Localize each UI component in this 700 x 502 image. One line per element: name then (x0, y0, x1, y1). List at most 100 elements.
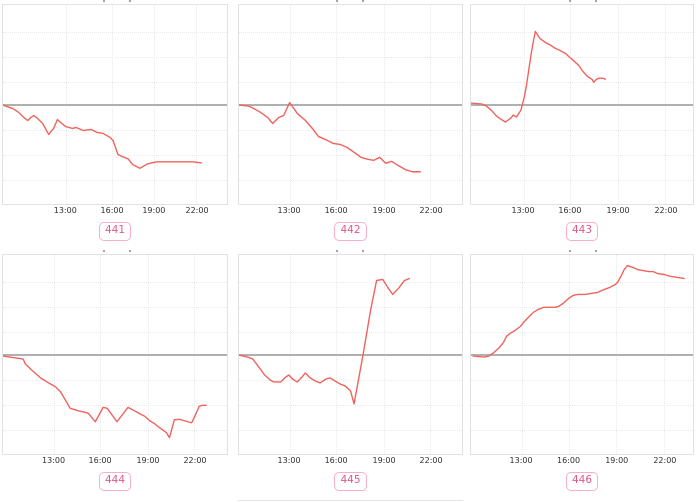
h-gridline (3, 154, 227, 156)
chart-number-badge[interactable]: 441 (98, 222, 132, 241)
badge-row: 446 (470, 468, 694, 502)
series-line (473, 266, 684, 358)
x-tick-label: 19:00 (372, 456, 396, 465)
chart-cell: 13:00 16:00 19:00 22:00 445 (233, 250, 466, 502)
x-tick-label: 13:00 (53, 206, 77, 215)
badge-row: 443 (470, 218, 694, 250)
x-tick-label: 22:00 (183, 456, 207, 465)
x-tick-label: 22:00 (419, 206, 443, 215)
clipped-chart-title (233, 0, 466, 4)
h-gridline (239, 179, 462, 181)
chart-number-badge[interactable]: 445 (334, 472, 367, 491)
x-tick-label: 13:00 (277, 206, 301, 215)
series-line (3, 105, 201, 168)
title-fragment-dots (102, 250, 105, 252)
h-gridline (471, 32, 693, 34)
x-tick-label: 19:00 (142, 206, 166, 215)
h-gridline (471, 179, 693, 181)
title-fragment-dots (102, 0, 105, 2)
chart-number-badge[interactable]: 446 (565, 472, 599, 491)
x-axis-labels: 13:00 16:00 19:00 22:00 (2, 455, 228, 468)
h-gridline (471, 154, 693, 156)
x-tick-label: 13:00 (277, 456, 301, 465)
x-axis-labels: 13:00 16:00 19:00 22:00 (470, 205, 694, 218)
x-tick-label: 22:00 (419, 456, 443, 465)
h-gridline (3, 379, 227, 381)
h-gridline (239, 429, 462, 431)
x-tick-label: 13:00 (41, 456, 66, 465)
h-gridline (471, 307, 693, 309)
chart-number-badge[interactable]: 443 (565, 222, 599, 241)
line-chart-svg (3, 255, 227, 454)
title-fragment-dots (569, 0, 571, 2)
zero-baseline (471, 104, 693, 107)
h-gridline (3, 332, 227, 334)
title-fragment-dots (335, 0, 338, 2)
h-gridline (3, 179, 227, 181)
chart-cell: 13:00 16:00 19:00 22:00 441 (0, 0, 233, 250)
series-line (3, 356, 206, 438)
chart-cell: 13:00 16:00 19:00 22:00 443 (466, 0, 700, 250)
h-gridline (3, 129, 227, 131)
zero-baseline (239, 104, 462, 107)
x-tick-label: 13:00 (511, 206, 535, 215)
h-gridline (471, 57, 693, 59)
plot-wrap: 13:00 16:00 19:00 22:00 446 (470, 254, 694, 502)
x-axis-labels: 13:00 16:00 19:00 22:00 (238, 205, 463, 218)
zero-baseline (239, 354, 462, 357)
h-gridline (3, 307, 227, 309)
clipped-chart-title (233, 250, 466, 254)
h-gridline (239, 282, 462, 284)
line-chart-svg (239, 5, 462, 204)
badge-row: 444 (2, 468, 228, 502)
h-gridline (239, 154, 462, 156)
line-chart-svg (471, 5, 693, 204)
chart-panel[interactable] (2, 4, 228, 205)
h-gridline (3, 32, 227, 34)
chart-panel[interactable] (470, 254, 694, 455)
clipped-chart-title (466, 0, 700, 4)
x-tick-label: 16:00 (88, 456, 112, 465)
h-gridline (239, 129, 462, 131)
h-gridline (3, 429, 227, 431)
x-tick-label: 16:00 (557, 456, 581, 465)
clipped-chart-title (466, 250, 700, 254)
h-gridline (239, 332, 462, 334)
clipped-chart-title (0, 250, 233, 254)
zero-baseline (3, 104, 227, 107)
x-axis-labels: 13:00 16:00 19:00 22:00 (238, 455, 463, 468)
chart-number-badge[interactable]: 444 (98, 472, 132, 491)
x-tick-label: 19:00 (605, 456, 629, 465)
chart-number-badge[interactable]: 442 (334, 222, 367, 241)
x-tick-label: 13:00 (509, 456, 533, 465)
h-gridline (471, 379, 693, 381)
chart-panel[interactable] (238, 4, 463, 205)
h-gridline (239, 404, 462, 406)
x-tick-label: 16:00 (324, 206, 348, 215)
line-chart-svg (3, 5, 227, 204)
x-tick-label: 19:00 (372, 206, 396, 215)
h-gridline (239, 307, 462, 309)
line-chart-svg (239, 255, 462, 454)
plot-wrap: 13:00 16:00 19:00 22:00 444 (2, 254, 228, 502)
series-line (239, 103, 420, 172)
h-gridline (239, 379, 462, 381)
h-gridline (3, 82, 227, 84)
x-tick-label: 16:00 (558, 206, 582, 215)
chart-panel[interactable] (2, 254, 228, 455)
zero-baseline (3, 354, 227, 357)
title-fragment-dots (569, 250, 571, 252)
chart-panel[interactable] (470, 4, 694, 205)
badge-row: 442 (238, 218, 463, 250)
chart-panel[interactable] (238, 254, 463, 455)
title-fragment-dots (335, 250, 338, 252)
x-tick-label: 22:00 (653, 456, 677, 465)
clipped-chart-title (0, 0, 233, 4)
series-line (239, 278, 409, 403)
chart-cell: 13:00 16:00 19:00 22:00 444 (0, 250, 233, 502)
plot-wrap: 13:00 16:00 19:00 22:00 445 (238, 254, 463, 502)
plot-wrap: 13:00 16:00 19:00 22:00 441 (2, 4, 228, 250)
h-gridline (471, 429, 693, 431)
